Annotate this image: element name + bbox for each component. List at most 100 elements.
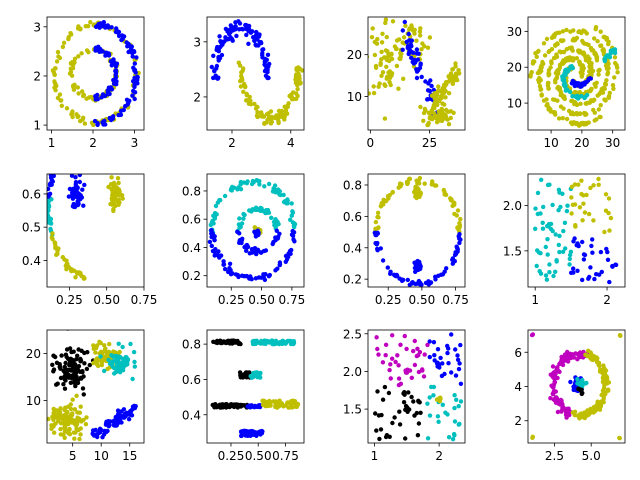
data-point [595, 356, 600, 361]
data-point [100, 435, 105, 440]
data-point [403, 370, 409, 375]
data-point [425, 342, 430, 348]
data-point [236, 60, 241, 65]
data-point [295, 87, 300, 92]
data-point [58, 98, 63, 103]
data-point [418, 104, 423, 110]
y-tick-label: 1.5 [503, 244, 522, 258]
data-point [386, 70, 391, 75]
data-point [53, 421, 58, 426]
data-point [256, 207, 262, 212]
data-point [64, 411, 69, 416]
data-point [553, 389, 558, 394]
data-point [402, 392, 407, 397]
data-point [264, 112, 270, 117]
data-point [444, 107, 449, 113]
data-point [91, 432, 96, 437]
data-point [94, 94, 99, 100]
data-point [613, 262, 619, 268]
data-point [586, 120, 591, 125]
data-point [422, 181, 427, 186]
data-point [557, 233, 562, 239]
data-point [535, 190, 541, 196]
data-point [113, 68, 119, 73]
data-point [52, 85, 57, 90]
data-point [443, 410, 448, 415]
data-point [273, 399, 279, 404]
data-point [411, 399, 416, 404]
data-point [400, 47, 405, 52]
data-point [545, 182, 551, 188]
data-point [78, 375, 84, 380]
data-point [357, 34, 361, 38]
data-point [528, 72, 533, 78]
data-point [615, 70, 620, 75]
data-point [370, 26, 375, 31]
data-point [415, 346, 420, 351]
data-point [65, 356, 71, 361]
data-point [431, 393, 436, 398]
data-point [246, 41, 251, 46]
data-point [534, 54, 539, 59]
data-point [247, 208, 252, 213]
data-point [62, 386, 68, 391]
data-point [425, 122, 430, 128]
x-tick-label: 10 [543, 136, 558, 150]
data-point [252, 35, 258, 40]
data-point [244, 243, 249, 248]
data-point [237, 240, 242, 245]
data-point [74, 426, 79, 431]
data-point [384, 64, 389, 70]
data-point [605, 257, 611, 262]
data-point [414, 38, 419, 43]
axes-frame [46, 16, 145, 131]
data-point [561, 106, 566, 111]
x-tick-label: 0.50 [248, 293, 275, 307]
data-point [378, 246, 383, 251]
data-point [265, 399, 270, 405]
data-point [409, 394, 414, 400]
data-point [133, 80, 138, 85]
data-point [380, 258, 386, 263]
data-point [95, 121, 100, 126]
data-point [446, 435, 452, 440]
data-point [583, 112, 588, 118]
data-point [87, 362, 93, 368]
data-point [592, 118, 597, 123]
data-point [553, 43, 558, 48]
data-point [590, 237, 595, 242]
data-point [375, 389, 380, 394]
data-point [260, 113, 265, 118]
data-point [594, 359, 600, 365]
data-point [592, 36, 597, 41]
data-point [416, 186, 421, 192]
data-point [68, 69, 74, 75]
data-point [225, 338, 230, 344]
data-point [566, 355, 572, 361]
data-point [457, 361, 462, 366]
data-point [55, 163, 59, 167]
y-tick-label: 0.4 [22, 254, 41, 268]
data-point [254, 31, 259, 36]
data-point [132, 49, 137, 55]
data-point [127, 43, 133, 49]
data-point [274, 113, 279, 118]
data-point [49, 235, 54, 240]
data-point [123, 104, 128, 109]
data-point [397, 181, 403, 186]
data-point [578, 101, 583, 107]
x-tick-label: 0.50 [409, 293, 436, 307]
data-point [399, 277, 404, 282]
data-point [241, 81, 247, 87]
data-point [544, 36, 550, 42]
data-point [388, 362, 393, 367]
data-point [78, 404, 83, 409]
data-point [606, 380, 612, 385]
data-point [432, 358, 437, 363]
data-point [436, 88, 441, 93]
data-point [583, 352, 589, 358]
data-point [68, 402, 74, 407]
data-point [210, 248, 216, 254]
data-point [76, 91, 81, 96]
data-point [591, 354, 596, 359]
